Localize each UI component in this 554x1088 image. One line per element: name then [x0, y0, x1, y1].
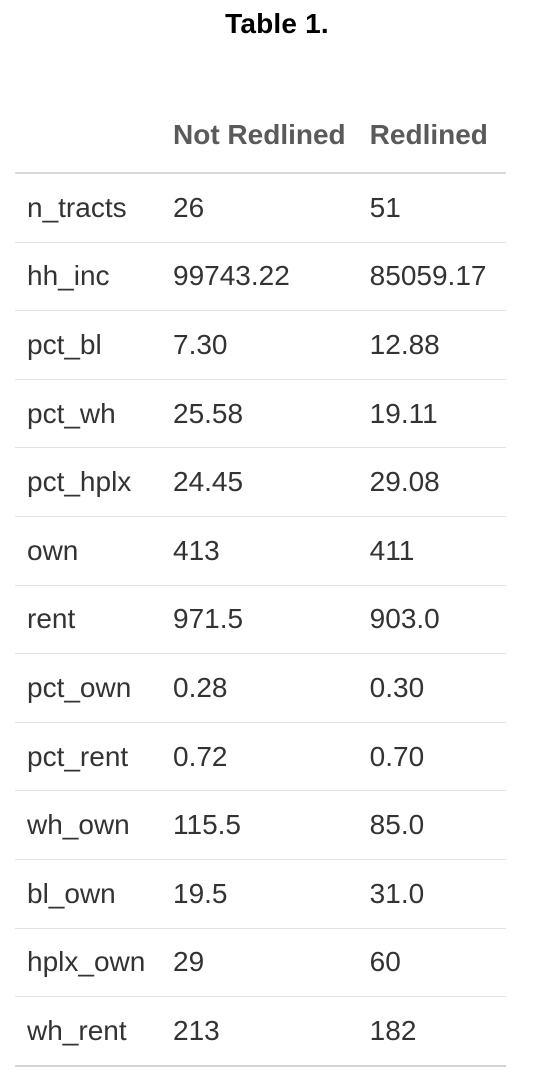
cell-redlined: 12.88: [357, 310, 506, 380]
cell-redlined: 19.11: [357, 379, 506, 449]
title-container: Table 1.: [0, 8, 554, 40]
cell-redlined: 411: [357, 516, 506, 586]
table-row: hh_inc 99743.22 85059.17: [15, 242, 506, 312]
row-label: rent: [15, 585, 161, 655]
cell-not-redlined: 413: [161, 516, 358, 586]
cell-not-redlined: 0.28: [161, 653, 358, 723]
cell-redlined: 0.30: [357, 653, 506, 723]
table-row: hplx_own 29 60: [15, 928, 506, 998]
cell-not-redlined: 971.5: [161, 585, 358, 655]
row-label: pct_wh: [15, 379, 161, 449]
cell-not-redlined: 26: [161, 173, 358, 243]
cell-not-redlined: 7.30: [161, 310, 358, 380]
cell-not-redlined: 25.58: [161, 379, 358, 449]
header-row: Not Redlined Redlined: [15, 98, 506, 174]
cell-not-redlined: 24.45: [161, 447, 358, 517]
table-row: wh_rent 213 182: [15, 996, 506, 1067]
cell-not-redlined: 19.5: [161, 859, 358, 929]
row-label: hplx_own: [15, 928, 161, 998]
table-row: pct_hplx 24.45 29.08: [15, 447, 506, 517]
row-label: pct_own: [15, 653, 161, 723]
table-row: bl_own 19.5 31.0: [15, 859, 506, 929]
table-row: pct_bl 7.30 12.88: [15, 310, 506, 380]
table-body: n_tracts 26 51 hh_inc 99743.22 85059.17 …: [15, 173, 506, 1067]
cell-redlined: 29.08: [357, 447, 506, 517]
cell-not-redlined: 213: [161, 996, 358, 1067]
header-not-redlined: Not Redlined: [161, 98, 358, 174]
table-row: wh_own 115.5 85.0: [15, 790, 506, 860]
cell-redlined: 0.70: [357, 722, 506, 792]
table-row: pct_wh 25.58 19.11: [15, 379, 506, 449]
data-table: Not Redlined Redlined n_tracts 26 51 hh_…: [15, 98, 506, 1067]
row-label: own: [15, 516, 161, 586]
table-row: n_tracts 26 51: [15, 173, 506, 243]
table-row: pct_rent 0.72 0.70: [15, 722, 506, 792]
table-header: Not Redlined Redlined: [15, 98, 506, 174]
table-row: own 413 411: [15, 516, 506, 586]
cell-redlined: 85.0: [357, 790, 506, 860]
cell-redlined: 31.0: [357, 859, 506, 929]
row-label: pct_hplx: [15, 447, 161, 517]
cell-not-redlined: 115.5: [161, 790, 358, 860]
header-redlined: Redlined: [357, 98, 506, 174]
cell-not-redlined: 99743.22: [161, 242, 358, 312]
cell-not-redlined: 0.72: [161, 722, 358, 792]
row-label: wh_rent: [15, 996, 161, 1067]
row-label: pct_bl: [15, 310, 161, 380]
row-label: bl_own: [15, 859, 161, 929]
header-blank: [15, 98, 161, 174]
cell-redlined: 60: [357, 928, 506, 998]
cell-redlined: 51: [357, 173, 506, 243]
row-label: hh_inc: [15, 242, 161, 312]
table-row: rent 971.5 903.0: [15, 585, 506, 655]
cell-not-redlined: 29: [161, 928, 358, 998]
cell-redlined: 182: [357, 996, 506, 1067]
cell-redlined: 85059.17: [357, 242, 506, 312]
cell-redlined: 903.0: [357, 585, 506, 655]
row-label: wh_own: [15, 790, 161, 860]
row-label: n_tracts: [15, 173, 161, 243]
table-title: Table 1.: [225, 8, 329, 39]
table-row: pct_own 0.28 0.30: [15, 653, 506, 723]
row-label: pct_rent: [15, 722, 161, 792]
